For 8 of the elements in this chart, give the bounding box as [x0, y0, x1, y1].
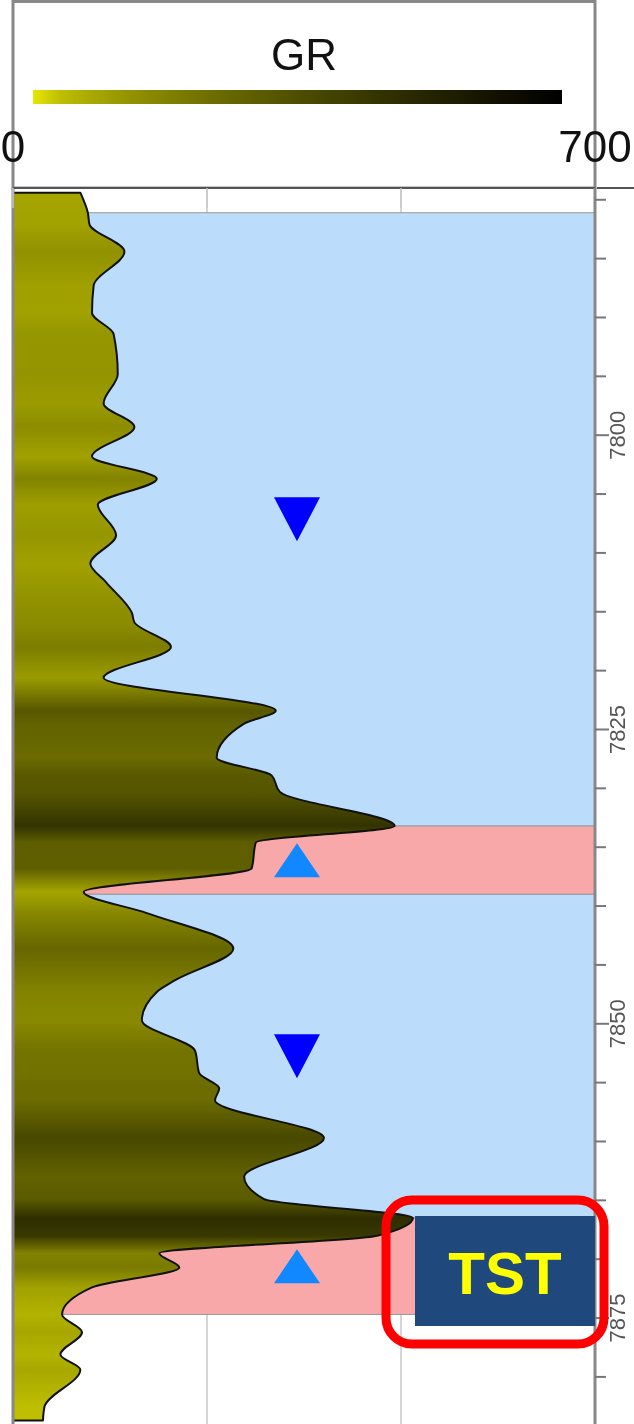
y-tick-label: 7800 [605, 410, 630, 460]
annotation: TST [448, 1240, 562, 1307]
y-tick-label: 7825 [605, 705, 630, 754]
y-tick-label: 7850 [605, 999, 630, 1049]
y-tick-label: 7875 [605, 1293, 630, 1343]
x-axis-title: GR [271, 30, 337, 79]
x-tick-label: 700 [558, 122, 632, 171]
x-tick-label: 0 [0, 122, 26, 171]
